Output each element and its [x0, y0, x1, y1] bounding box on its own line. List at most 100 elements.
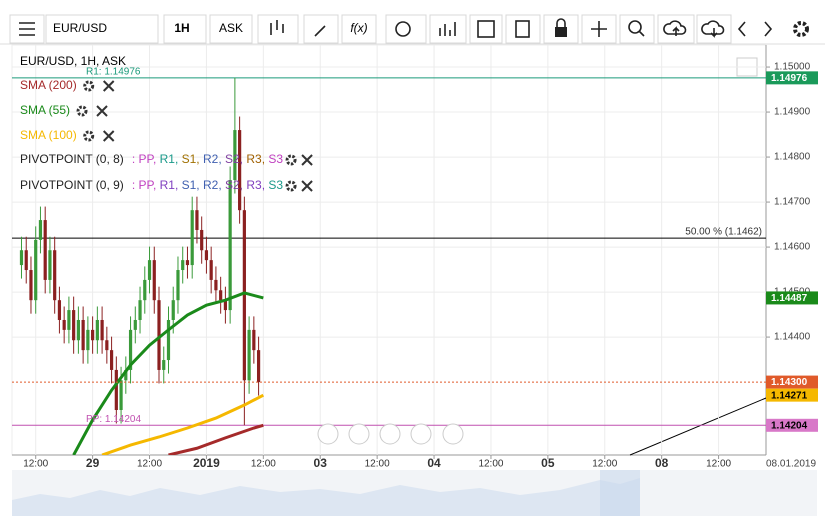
calendar-button[interactable]	[469, 14, 503, 44]
remove-icon[interactable]	[96, 105, 108, 117]
candle-body	[176, 270, 180, 301]
plot-marks	[12, 77, 766, 455]
y-tick-label: 1.14700	[774, 197, 811, 208]
pivot-part: R2,	[200, 152, 222, 166]
nav-right[interactable]	[442, 423, 464, 445]
candle-body	[72, 310, 76, 341]
y-tick-label: 1.14800	[774, 152, 811, 163]
pivot-part: : PP,	[132, 178, 156, 192]
studies-button[interactable]	[429, 14, 467, 44]
candle-body	[185, 260, 190, 266]
candle-body	[247, 329, 251, 381]
x-tick-label: 29	[86, 456, 100, 470]
remove-icon[interactable]	[102, 80, 115, 92]
bars-icon	[439, 22, 456, 36]
remove-icon[interactable]	[301, 154, 313, 166]
lock-icon	[555, 27, 567, 37]
nav-zoom-out[interactable]	[348, 423, 370, 445]
x-tick-label: 2019	[193, 456, 220, 470]
candle-body	[81, 319, 85, 351]
candle-body	[34, 239, 38, 301]
candle-body	[48, 250, 52, 280]
nav-buttons	[317, 423, 464, 445]
sma-line	[168, 423, 264, 455]
candle-body	[200, 229, 204, 251]
chart-type-button[interactable]	[257, 14, 299, 44]
candle-body	[128, 329, 133, 370]
settings-icon[interactable]	[285, 154, 297, 166]
pivot-part: S1,	[178, 152, 199, 166]
y-tick-label: 1.15000	[774, 62, 811, 73]
side-button[interactable]	[209, 14, 253, 44]
candle-body	[19, 250, 24, 266]
remove-icon[interactable]	[301, 180, 313, 192]
trend-line	[629, 397, 767, 456]
candle-body	[24, 250, 28, 271]
overlay: 1.144001.145001.146001.147001.148001.149…	[20, 62, 818, 470]
candle-body	[100, 319, 104, 341]
settings-icon[interactable]	[83, 130, 95, 142]
x-tick-label: 12:00	[251, 459, 276, 470]
zoom-button[interactable]	[619, 14, 655, 44]
y-tick-label: 1.14900	[774, 107, 811, 118]
settings-icon[interactable]	[76, 105, 88, 117]
nav-reset[interactable]	[379, 423, 401, 445]
candle-body	[190, 210, 194, 266]
settings-button[interactable]	[793, 21, 809, 37]
notes-button[interactable]	[505, 14, 541, 44]
function-button[interactable]	[341, 14, 377, 44]
price-tag-label: 1.14204	[771, 420, 808, 431]
candle-body	[233, 130, 237, 181]
level-label: R1: 1.14976	[86, 66, 141, 77]
x-tick-label: 12:00	[137, 459, 162, 470]
candle-body	[152, 260, 156, 301]
x-tick-label: 12:00	[478, 459, 503, 470]
lock-shackle	[556, 18, 566, 27]
symbol-box[interactable]	[45, 14, 159, 44]
candle-body	[214, 279, 218, 291]
next-button[interactable]	[764, 21, 773, 37]
candle-body	[124, 369, 128, 381]
candle-body	[162, 360, 166, 370]
toolbar: EUR/USD 1H ASK f(x)	[0, 0, 825, 45]
pivot-name: PIVOTPOINT (0, 8)	[20, 152, 124, 166]
grid	[12, 45, 770, 459]
candle-body	[62, 319, 66, 330]
pivot-part: S2,	[222, 178, 243, 192]
candle-body	[119, 380, 123, 410]
nav-zoom-in[interactable]	[410, 423, 432, 445]
pivot-part: R1,	[156, 178, 178, 192]
candle-body	[105, 340, 109, 351]
price-tag-label: 1.14487	[771, 293, 808, 304]
candle-body	[109, 350, 114, 370]
interval-button[interactable]	[163, 14, 207, 44]
settings-icon[interactable]	[285, 180, 297, 192]
crosshair-icon	[591, 21, 607, 37]
notes-icon	[515, 20, 530, 38]
x-tick-label: 12:00	[365, 459, 390, 470]
settings-icon[interactable]	[83, 80, 95, 92]
pivot-part: : PP,	[132, 152, 156, 166]
y-tick-label: 1.14400	[774, 332, 811, 343]
x-tick-label: 05	[541, 456, 555, 470]
x-tick-label: 04	[427, 456, 441, 470]
candle-body	[38, 220, 43, 240]
y-tick-label: 1.14600	[774, 242, 811, 253]
prev-button[interactable]	[737, 21, 746, 37]
legend-entry: SMA (55)	[20, 103, 70, 117]
candle-body	[143, 279, 147, 301]
price-tag-label: 1.14271	[771, 390, 808, 401]
remove-icon[interactable]	[102, 130, 115, 142]
pivot-part: R3,	[243, 152, 265, 166]
candle-body	[95, 319, 99, 341]
nav-left[interactable]	[317, 423, 339, 445]
legend-title: EUR/USD, 1H, ASK	[20, 54, 126, 68]
sma-line	[72, 291, 264, 455]
x-tick-label: 12:00	[592, 459, 617, 470]
price-tag	[766, 418, 818, 432]
navigator-window[interactable]	[600, 470, 640, 516]
pivot-part: R1,	[156, 152, 178, 166]
candle-body	[57, 300, 62, 320]
info-button[interactable]	[385, 14, 427, 44]
